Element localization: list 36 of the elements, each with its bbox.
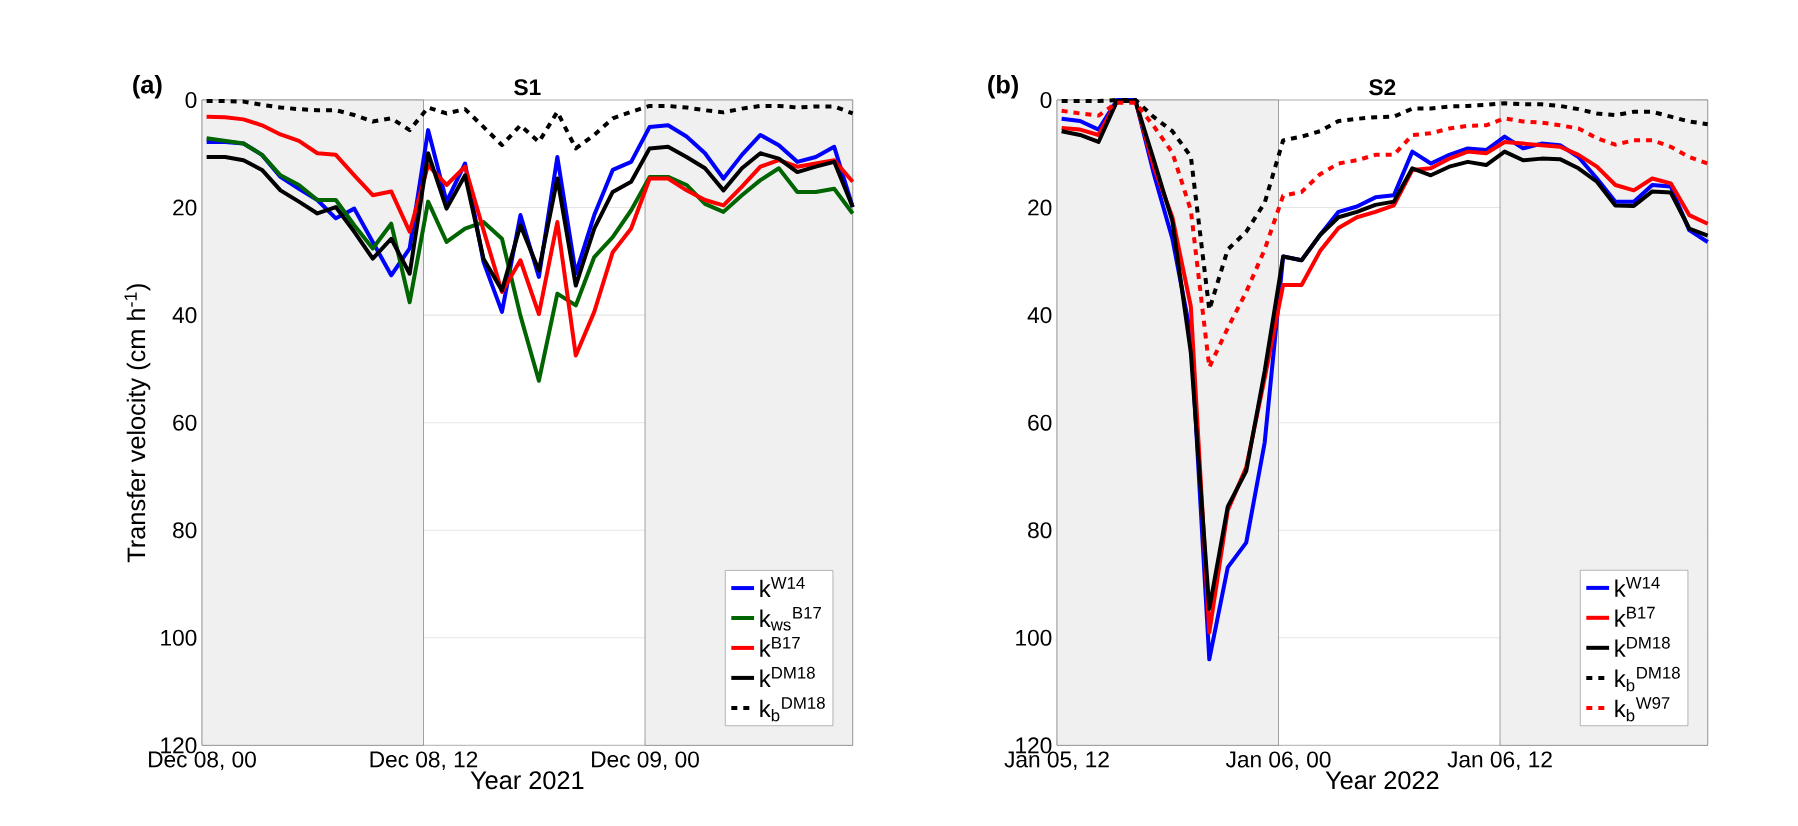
y-tick-label: 100 [1016, 629, 1052, 646]
text: (b) [988, 74, 1018, 99]
y-tick-label: 40 [1027, 307, 1052, 324]
y-tick-label: 60 [173, 414, 197, 431]
chart-title: S1 [514, 79, 541, 96]
y-tick-label: 80 [1028, 522, 1052, 539]
y-axis-title: Transfer velocity (cm h$^{-1}$) [124, 284, 151, 563]
legend-label: k$_{b}$W97 [1615, 696, 1670, 722]
legend-label: k$^{B17}$ [1615, 606, 1655, 627]
text: (a) [133, 74, 162, 99]
y-tick-label: 0 [185, 91, 197, 109]
legend-label: k$^{W14}$ [1615, 576, 1660, 597]
chart-title: S2 [1369, 79, 1396, 96]
line-series [204, 114, 855, 358]
y-tick-label: 80 [173, 522, 197, 539]
legend-label: k$^{DM18}$ [760, 666, 815, 687]
y-tick-label: 20 [1028, 199, 1052, 216]
x-tick-label: Jan 06, 00 [1225, 751, 1331, 771]
y-tick-label: 40 [172, 307, 197, 324]
legend-label: k$^{DM18}$ [1615, 636, 1670, 657]
y-tick-label: 100 [161, 629, 197, 646]
line-series [204, 99, 855, 151]
legend-label: k$_{b}$DM18 [760, 696, 825, 722]
y-tick-label: 60 [1028, 414, 1052, 431]
x-tick-label: Dec 08, 12 [370, 751, 478, 771]
x-axis-title: Year 2021 [470, 771, 584, 790]
legend-label: k$^{B17}$ [760, 636, 800, 657]
y-tick-label: 20 [173, 199, 197, 216]
x-axis-title: Year 2022 [1325, 771, 1439, 790]
legend-label: k$^{W14}$ [760, 577, 805, 598]
x-tick-label: Jan 06, 12 [1447, 751, 1552, 771]
y-tick-label: 0 [1040, 91, 1052, 109]
legend-label: k$_{ws}$B17 [760, 607, 821, 631]
line-series [204, 144, 855, 293]
x-tick-label: Dec 09, 00 [592, 751, 699, 771]
legend-label: k$_{b}$DM18 [1615, 666, 1680, 692]
